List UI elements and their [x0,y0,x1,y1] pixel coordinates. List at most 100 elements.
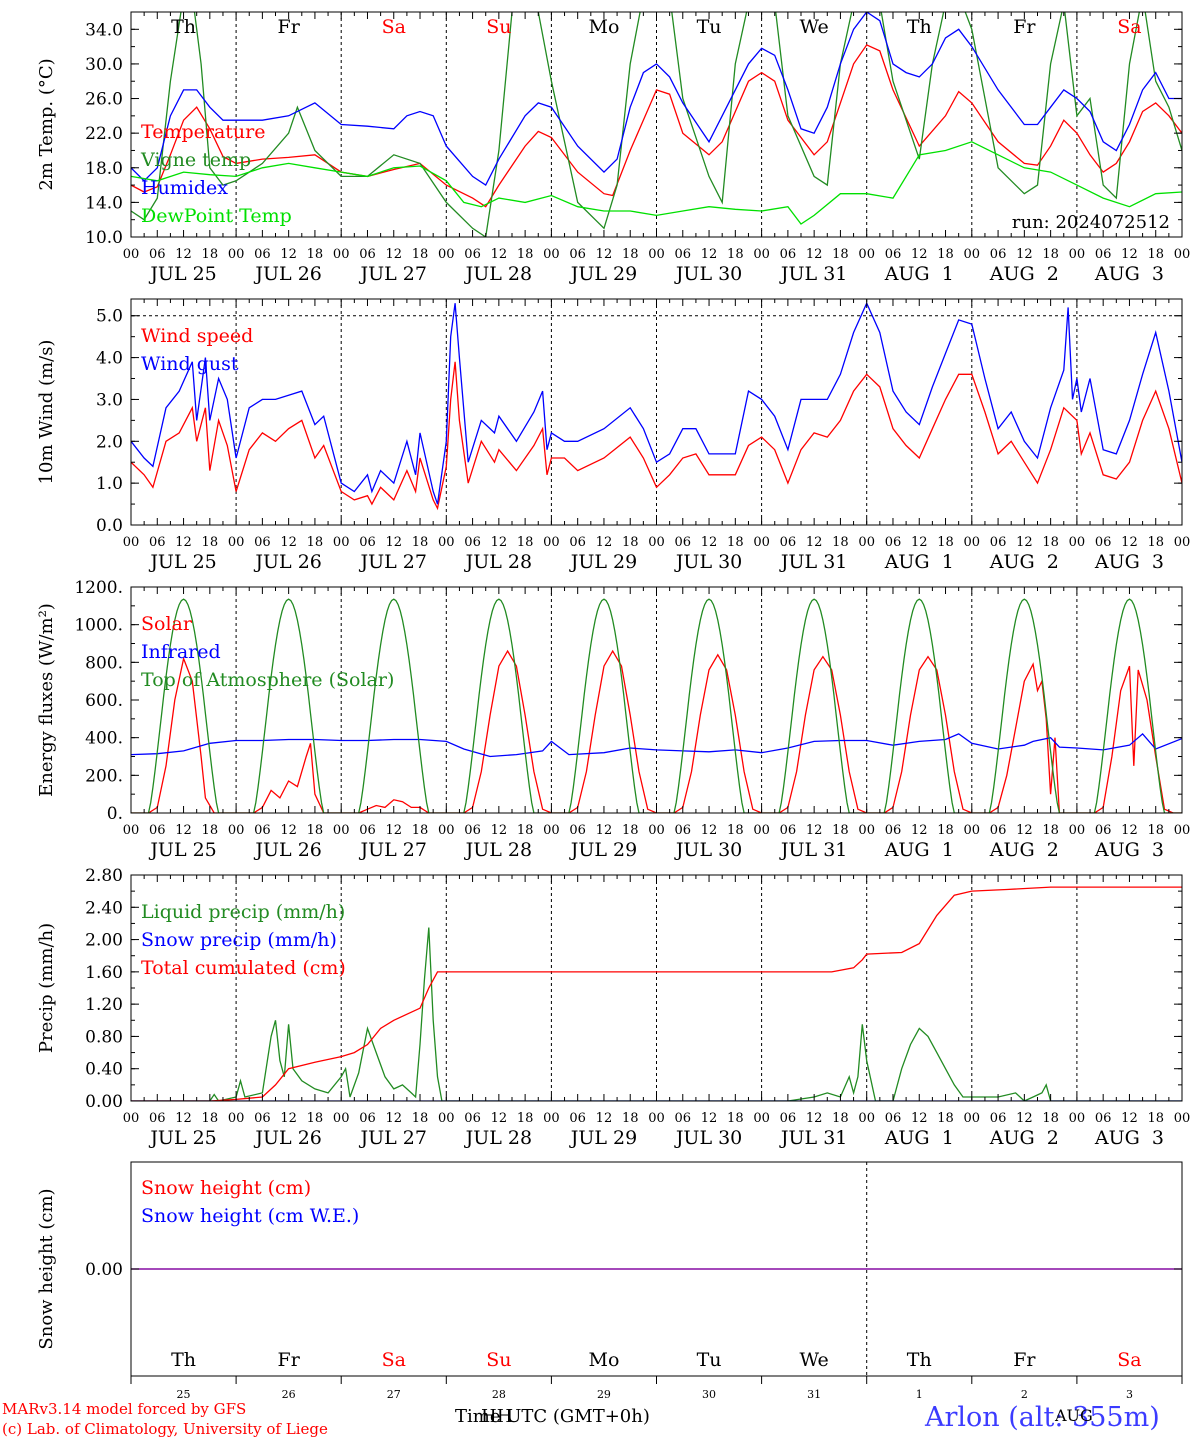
hour-tick-label: 06 [885,1111,902,1126]
hour-tick-label: 00 [964,247,981,262]
hour-tick-label: 06 [990,823,1007,838]
weekday-label-top: Th [907,16,932,38]
y-tick-label: 3.0 [96,390,123,410]
hour-tick-label: 12 [806,823,823,838]
hour-tick-label: 12 [911,823,928,838]
y-tick-label: 30.0 [85,55,123,75]
hour-tick-label: 12 [701,823,718,838]
date-label: JUL 27 [359,839,427,861]
weekday-label-top: Tu [697,16,722,38]
weekday-label-bottom: Fr [278,1349,301,1371]
hour-tick-label: 18 [412,535,429,550]
hour-tick-label: 12 [701,1111,718,1126]
date-label: JUL 28 [464,551,532,573]
day-number-label: 25 [177,1388,191,1401]
hour-tick-label: 00 [333,247,350,262]
hour-tick-label: 00 [123,535,140,550]
legend-entry: Snow precip (mm/h) [141,929,337,951]
hour-tick-label: 18 [1147,535,1164,550]
y-axis-label: Precip (mm/h) [36,923,57,1053]
hour-tick-label: 06 [464,247,481,262]
hour-tick-label: 18 [202,823,219,838]
weekday-label-top: Sa [1117,16,1141,38]
hour-tick-label: 06 [675,823,692,838]
hour-tick-label: 18 [622,247,639,262]
hour-tick-label: 18 [517,535,534,550]
day-number-label: 2 [1021,1388,1028,1401]
series-line [131,361,1182,511]
series-line [131,44,1182,208]
y-axis-label: 2m Temp. (°C) [36,58,57,190]
hour-tick-label: 06 [149,247,166,262]
date-label: AUG 2 [989,551,1059,573]
hour-tick-label: 00 [228,247,245,262]
weekday-label-bottom: Sa [1117,1349,1141,1371]
date-label: AUG 2 [989,839,1059,861]
y-tick-label: 200. [85,766,123,786]
hour-tick-label: 06 [675,1111,692,1126]
legend-entry: Vigne temp [140,149,251,171]
model-credit: MARv3.14 model forced by GFS [2,1400,247,1418]
hour-tick-label: 12 [491,823,508,838]
series-line [131,12,1182,237]
date-label: JUL 25 [148,839,216,861]
station-name: Arlon (alt: 355m) [925,1402,1160,1433]
hour-tick-label: 12 [175,823,192,838]
hour-tick-label: 12 [596,535,613,550]
y-tick-label: 14.0 [85,193,123,213]
date-label: AUG 2 [989,263,1059,285]
y-tick-label: 2.40 [85,898,123,918]
date-label: AUG 3 [1094,1127,1164,1149]
series-line [131,12,1182,187]
hour-tick-label: 00 [543,1111,560,1126]
hour-tick-label: 06 [359,823,376,838]
hour-tick-label: 00 [1174,823,1191,838]
hour-tick-label: 00 [753,535,770,550]
y-tick-label: 0. [107,804,123,824]
day-number-label: 29 [597,1388,611,1401]
x-axis-label: Time UTC (GMT+0h) [455,1406,650,1427]
y-tick-label: 10.0 [85,228,123,248]
hour-tick-label: 12 [1121,1111,1138,1126]
lab-credit: (c) Lab. of Climatology, University of L… [2,1420,328,1438]
date-label: AUG 1 [884,551,954,573]
date-label: JUL 28 [464,839,532,861]
date-label: AUG 3 [1094,263,1164,285]
hour-tick-label: 00 [648,247,665,262]
hour-tick-label: 18 [1042,247,1059,262]
hour-tick-label: 00 [123,823,140,838]
hour-tick-label: 00 [333,1111,350,1126]
weekday-label-top: Mo [588,16,619,38]
hour-tick-label: 06 [1095,823,1112,838]
hour-tick-label: 06 [1095,535,1112,550]
y-tick-label: 1200. [74,578,123,598]
y-axis-label: Energy fluxes (W/m²) [36,603,57,797]
date-label: JUL 29 [569,1127,637,1149]
y-axis-label: Snow height (cm) [36,1188,57,1349]
date-label: AUG 3 [1094,839,1164,861]
weekday-label-bottom: Mo [588,1349,619,1371]
date-label: JUL 31 [779,551,847,573]
y-tick-label: 0.00 [85,1092,123,1112]
hour-tick-label: 06 [675,247,692,262]
date-label: JUL 27 [359,1127,427,1149]
date-label: AUG 3 [1094,551,1164,573]
legend-entry: Wind speed [141,325,253,347]
y-tick-label: 800. [85,653,123,673]
hour-tick-label: 12 [1016,247,1033,262]
hour-tick-label: 18 [727,823,744,838]
hour-tick-label: 06 [990,535,1007,550]
hour-tick-label: 12 [701,535,718,550]
hour-tick-label: 18 [1147,823,1164,838]
weekday-label-bottom: We [800,1349,829,1371]
weekday-label-bottom: Fr [1013,1349,1036,1371]
date-label: JUL 27 [359,263,427,285]
hour-tick-label: 12 [280,1111,297,1126]
hour-tick-label: 00 [753,823,770,838]
x-axis-label-overlay: HH [481,1406,513,1427]
hour-tick-label: 12 [1016,1111,1033,1126]
hour-tick-label: 00 [333,823,350,838]
date-label: JUL 26 [253,1127,321,1149]
series-line [131,649,1182,813]
hour-tick-label: 00 [753,247,770,262]
